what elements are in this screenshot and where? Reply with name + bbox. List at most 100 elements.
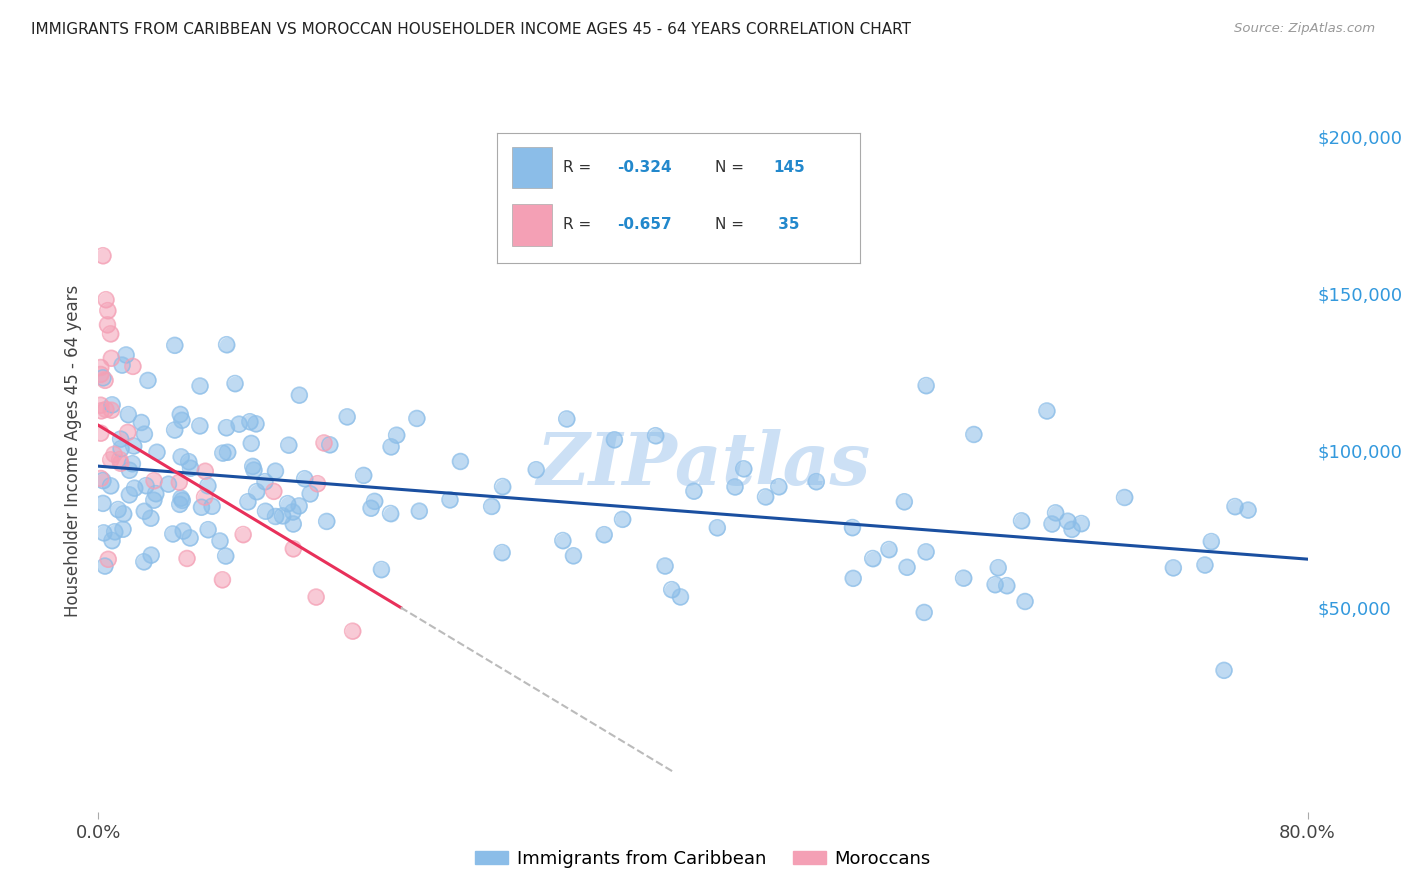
Point	[211, 446, 233, 460]
Point	[135, 478, 157, 492]
Point	[94, 373, 117, 387]
Point	[91, 249, 114, 263]
Point	[139, 511, 162, 525]
Point	[179, 531, 201, 545]
Point	[254, 504, 277, 518]
Point	[1011, 514, 1033, 528]
Point	[215, 420, 238, 434]
Point	[190, 500, 212, 515]
Point	[1040, 516, 1063, 531]
Point	[108, 452, 131, 467]
Point	[551, 533, 574, 548]
Point	[94, 373, 117, 387]
Point	[228, 417, 250, 432]
Point	[107, 502, 129, 516]
Point	[208, 534, 231, 549]
Point	[142, 493, 165, 508]
Point	[134, 427, 156, 442]
Point	[644, 428, 666, 442]
Point	[353, 468, 375, 483]
Point	[90, 404, 112, 418]
Point	[896, 560, 918, 574]
Point	[146, 445, 169, 459]
Point	[111, 358, 134, 372]
Point	[169, 408, 191, 422]
Point	[408, 504, 430, 518]
Point	[439, 492, 461, 507]
Point	[253, 475, 276, 489]
Point	[283, 541, 305, 556]
Point	[118, 488, 141, 502]
Point	[157, 477, 180, 491]
Point	[277, 497, 299, 511]
Point	[380, 440, 402, 454]
Point	[176, 551, 198, 566]
Point	[170, 413, 193, 427]
Point	[524, 463, 547, 477]
Point	[242, 459, 264, 474]
Point	[915, 378, 938, 392]
Point	[841, 520, 863, 534]
Point	[90, 471, 112, 485]
Point	[912, 606, 935, 620]
Point	[380, 507, 402, 521]
Point	[281, 505, 304, 519]
Point	[1223, 500, 1246, 514]
Point	[180, 461, 202, 475]
Point	[240, 436, 263, 450]
Point	[122, 439, 145, 453]
Point	[1237, 503, 1260, 517]
Point	[108, 452, 131, 467]
Point	[360, 501, 382, 516]
Point	[246, 484, 269, 499]
Point	[118, 463, 141, 477]
Point	[94, 402, 117, 417]
Point	[90, 360, 112, 375]
Point	[94, 559, 117, 574]
Point	[110, 442, 132, 456]
Point	[110, 442, 132, 456]
Point	[94, 293, 117, 307]
Point	[162, 527, 184, 541]
Point	[1036, 404, 1059, 418]
Point	[1011, 514, 1033, 528]
Point	[319, 438, 342, 452]
Point	[603, 433, 626, 447]
Point	[107, 502, 129, 516]
Point	[1194, 558, 1216, 572]
Point	[136, 373, 159, 387]
Point	[984, 577, 1007, 591]
Point	[111, 522, 134, 536]
Point	[294, 472, 316, 486]
Point	[117, 425, 139, 440]
Point	[190, 500, 212, 515]
Point	[264, 509, 287, 524]
Text: N =: N =	[716, 218, 749, 233]
Point	[1163, 561, 1185, 575]
Point	[307, 476, 329, 491]
Point	[562, 549, 585, 563]
Point	[1213, 664, 1236, 678]
Point	[987, 560, 1010, 574]
Point	[208, 534, 231, 549]
Point	[143, 474, 166, 488]
Point	[385, 428, 408, 442]
Point	[122, 359, 145, 374]
Point	[264, 509, 287, 524]
Point	[163, 338, 186, 352]
Point	[115, 348, 138, 362]
Point	[842, 571, 865, 585]
Point	[236, 495, 259, 509]
Point	[111, 522, 134, 536]
Text: -0.657: -0.657	[617, 218, 672, 233]
Point	[342, 624, 364, 639]
Point	[101, 533, 124, 548]
Point	[408, 504, 430, 518]
Point	[91, 249, 114, 263]
Point	[893, 495, 915, 509]
Point	[197, 523, 219, 537]
Legend: Immigrants from Caribbean, Moroccans: Immigrants from Caribbean, Moroccans	[468, 843, 938, 875]
Point	[612, 512, 634, 526]
Point	[201, 500, 224, 514]
Point	[90, 398, 112, 412]
